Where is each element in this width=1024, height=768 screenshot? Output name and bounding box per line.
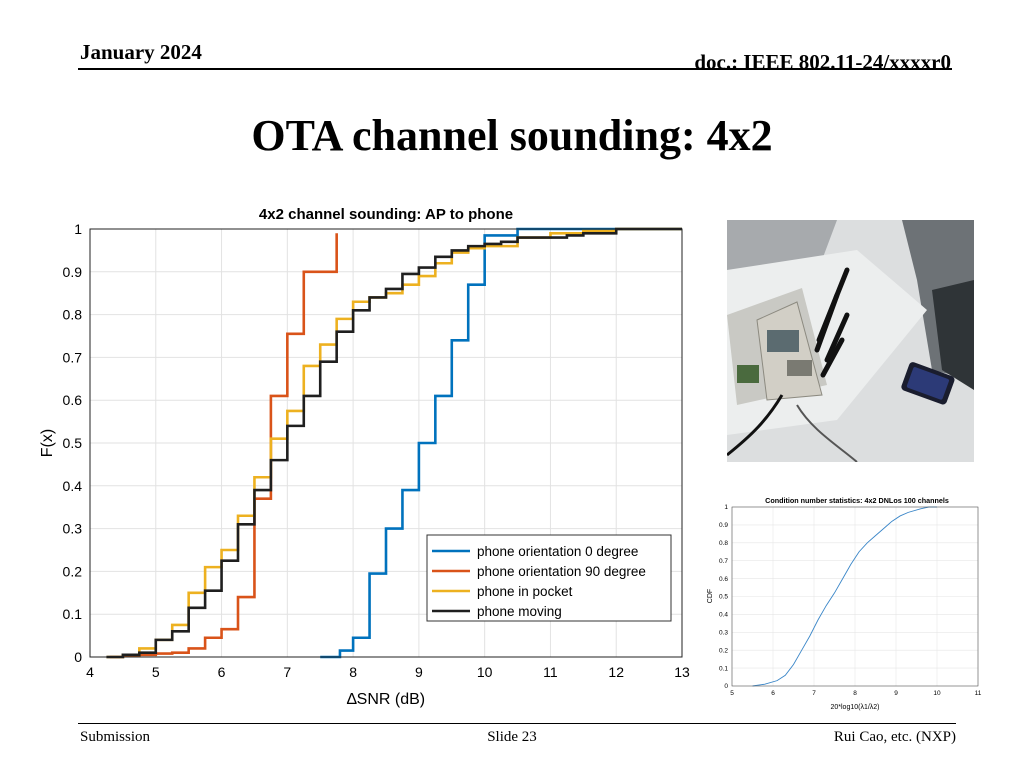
main-x-tick-label: 4 <box>86 664 94 680</box>
main-chart-plot-frame <box>89 228 683 658</box>
condition-number-cdf-chart: Condition number statistics: 4x2 DNLos 1… <box>707 496 982 711</box>
series-line-0 <box>320 227 682 659</box>
main-y-tick-label: 0.5 <box>63 435 83 451</box>
slide-title: OTA channel sounding: 4x2 <box>251 111 773 160</box>
mini-y-tick-label: 0.7 <box>719 558 728 565</box>
main-chart-title: 4x2 channel sounding: AP to phone <box>259 206 513 223</box>
legend-entry-0: phone orientation 0 degree <box>477 544 638 559</box>
legend-entry-2: phone in pocket <box>477 584 573 599</box>
footer-slide-number: Slide 23 <box>487 729 537 745</box>
main-chart-x-label: ∆SNR (dB) <box>347 691 425 708</box>
mini-x-tick-label: 8 <box>853 690 857 697</box>
main-y-tick-label: 0.4 <box>63 478 83 494</box>
mini-x-tick-label: 7 <box>812 690 816 697</box>
main-x-tick-label: 13 <box>674 664 690 680</box>
main-x-tick-label: 6 <box>218 664 226 680</box>
mini-y-tick-label: 0.8 <box>719 540 728 547</box>
main-chart-legend: phone orientation 0 degree phone orientat… <box>426 534 672 622</box>
main-x-tick-label: 8 <box>349 664 357 680</box>
legend-entry-3: phone moving <box>477 604 562 619</box>
main-x-tick-label: 9 <box>415 664 423 680</box>
main-chart-series-group <box>106 227 682 659</box>
mini-y-tick-label: 0.9 <box>719 522 728 529</box>
footer-submission: Submission <box>80 729 151 745</box>
mini-chart-series-group <box>752 506 937 687</box>
legend-box <box>426 534 672 622</box>
main-y-tick-label: 0.1 <box>63 606 83 622</box>
mini-y-tick-label: 0.5 <box>719 594 728 601</box>
main-y-tick-label: 0.9 <box>63 264 83 280</box>
mini-chart-x-ticks: 5 6 7 8 9 10 11 <box>730 690 982 697</box>
mini-x-tick-label: 6 <box>771 690 775 697</box>
mini-chart-plot-frame <box>731 506 979 687</box>
mini-series-line-0 <box>752 506 937 687</box>
series-line-1 <box>109 233 338 659</box>
ap-board-and-phone-photo <box>727 220 974 462</box>
main-x-tick-label: 11 <box>543 664 558 680</box>
mini-chart-y-ticks: 0 0.1 0.2 0.3 0.4 0.5 0.6 0.7 0.8 0.9 1 <box>719 504 728 690</box>
mini-y-tick-label: 0.4 <box>719 612 728 619</box>
footer-author: Rui Cao, etc. (NXP) <box>833 729 956 745</box>
footer-rule <box>78 723 956 724</box>
main-chart-y-label: F(x) <box>39 429 56 457</box>
main-x-tick-label: 7 <box>283 664 291 680</box>
mini-y-tick-label: 0.2 <box>719 647 728 654</box>
mini-chart-y-label: CDF <box>707 589 714 603</box>
mini-x-tick-label: 9 <box>894 690 898 697</box>
main-y-tick-label: 0.6 <box>63 392 83 408</box>
main-y-tick-label: 0.8 <box>63 307 83 323</box>
legend-entry-1: phone orientation 90 degree <box>477 564 646 579</box>
photo-illustration <box>727 220 974 462</box>
main-y-tick-label: 0 <box>74 649 82 665</box>
main-x-tick-label: 10 <box>477 664 493 680</box>
main-cdf-chart: 4x2 channel sounding: AP to phone 4 5 6 7 8 9… <box>39 206 690 708</box>
header-date: January 2024 <box>80 40 202 64</box>
header-doc-id: doc.: IEEE 802.11-24/xxxxr0 <box>694 50 951 74</box>
main-y-tick-label: 1 <box>74 221 82 237</box>
mini-y-tick-label: 1 <box>724 504 728 511</box>
mini-chart-title: Condition number statistics: 4x2 DNLos 1… <box>765 496 949 505</box>
mini-y-tick-label: 0.1 <box>719 665 728 672</box>
mini-y-tick-label: 0.6 <box>719 576 728 583</box>
mini-y-tick-label: 0 <box>724 683 728 690</box>
main-y-tick-label: 0.2 <box>63 563 83 579</box>
mini-y-tick-label: 0.3 <box>719 630 728 637</box>
main-y-tick-label: 0.7 <box>63 349 83 365</box>
mini-x-tick-label: 11 <box>975 690 982 697</box>
main-x-tick-label: 12 <box>608 664 624 680</box>
series-line-3 <box>106 227 682 659</box>
main-x-tick-label: 5 <box>152 664 160 680</box>
main-chart-y-ticks: 0 0.1 0.2 0.3 0.4 0.5 0.6 0.7 0.8 0.9 1 <box>63 221 83 665</box>
mini-x-tick-label: 5 <box>730 690 734 697</box>
mini-chart-grid <box>731 506 979 687</box>
main-y-tick-label: 0.3 <box>63 521 83 537</box>
main-chart-x-ticks: 4 5 6 7 8 9 10 11 12 13 <box>86 664 690 680</box>
mini-chart-x-label: 20*log10(λ1/λ2) <box>830 704 879 711</box>
mini-x-tick-label: 10 <box>933 690 941 697</box>
header-rule <box>78 68 952 70</box>
